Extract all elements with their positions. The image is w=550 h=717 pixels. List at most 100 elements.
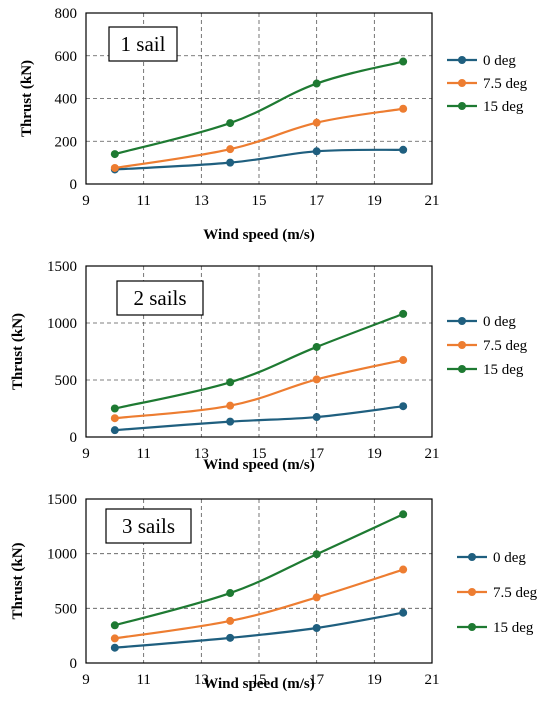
- data-point: [312, 375, 321, 384]
- x-tick-label: 15: [252, 193, 267, 209]
- data-point: [399, 402, 408, 411]
- data-point: [226, 589, 235, 598]
- chart-panel-2: 9 11 13 15 17 19 21 0 500 1000 1500 Wind speed (m/s…: [10, 259, 528, 473]
- panel-label-box: [105, 508, 192, 544]
- legend-label: 15 deg: [493, 620, 534, 636]
- legend-label: 7.5 deg: [493, 585, 538, 601]
- y-tick-label: 500: [55, 601, 78, 617]
- data-point: [226, 417, 235, 426]
- x-tick-label: 17: [309, 446, 325, 462]
- data-point: [399, 565, 408, 574]
- legend-swatch-marker: [468, 588, 476, 596]
- x-axis-title: Wind speed (m/s): [203, 227, 314, 243]
- data-point: [110, 643, 119, 652]
- data-point: [110, 150, 119, 159]
- legend-swatch-marker: [458, 317, 466, 325]
- data-point: [110, 621, 119, 630]
- data-point: [399, 104, 408, 113]
- data-point: [312, 118, 321, 127]
- y-tick-label: 600: [55, 49, 78, 65]
- x-tick-label: 11: [136, 193, 150, 209]
- series-line: [114, 568, 404, 640]
- x-tick-label: 13: [194, 672, 209, 688]
- series-line: [114, 148, 404, 171]
- panel-label-text: 2 sails: [133, 286, 186, 310]
- data-point: [226, 616, 235, 625]
- x-tick-label: 9: [82, 672, 90, 688]
- data-point: [110, 426, 119, 435]
- legend-label: 7.5 deg: [483, 338, 528, 354]
- legend-swatch-marker: [458, 341, 466, 349]
- legend-label: 7.5 deg: [483, 76, 528, 92]
- data-point: [399, 510, 408, 519]
- data-point: [399, 608, 408, 617]
- x-tick-label: 21: [425, 672, 440, 688]
- series-line: [114, 312, 404, 410]
- panel-label-text: 3 sails: [122, 514, 175, 538]
- data-point: [110, 414, 119, 423]
- y-tick-label: 1000: [47, 316, 77, 332]
- data-point: [312, 593, 321, 602]
- x-tick-label: 19: [367, 193, 382, 209]
- y-tick-label: 0: [70, 430, 78, 446]
- y-tick-label: 1500: [47, 259, 77, 275]
- chart-panel-1: 9 11 13 15 17 19 21 0 200 400 600 800 Wind speed (m/…: [19, 6, 528, 243]
- x-tick-label: 17: [309, 193, 325, 209]
- y-tick-label: 0: [70, 656, 78, 672]
- panel-label: 2 sails: [116, 280, 204, 316]
- data-point: [399, 309, 408, 318]
- panel-label: 1 sail: [108, 26, 178, 62]
- legend: 0 deg 7.5 deg 15 deg: [447, 314, 528, 378]
- x-tick-label: 13: [194, 193, 209, 209]
- x-tick-label: 11: [136, 446, 150, 462]
- x-tick-label: 21: [425, 193, 440, 209]
- x-tick-label: 9: [82, 446, 90, 462]
- panel-label-text: 1 sail: [121, 32, 166, 56]
- data-point: [110, 163, 119, 172]
- y-tick-label: 500: [55, 373, 78, 389]
- y-tick-label: 800: [55, 6, 78, 22]
- legend-label: 0 deg: [483, 53, 516, 69]
- x-tick-label: 17: [309, 672, 325, 688]
- data-point: [226, 145, 235, 154]
- y-tick-label: 200: [55, 134, 78, 150]
- data-point: [110, 634, 119, 643]
- x-tick-label: 15: [252, 446, 267, 462]
- legend: 0 deg 7.5 deg 15 deg: [447, 53, 528, 115]
- y-axis-title: Thrust (kN): [10, 313, 26, 390]
- x-tick-label: 19: [367, 672, 382, 688]
- y-tick-label: 0: [70, 177, 78, 193]
- data-point: [226, 158, 235, 167]
- legend-label: 15 deg: [483, 362, 524, 378]
- data-point: [399, 356, 408, 365]
- plot-frame: [85, 12, 433, 185]
- y-axis-title: Thrust (kN): [10, 542, 26, 619]
- legend-swatch-marker: [458, 79, 466, 87]
- data-point: [399, 145, 408, 154]
- data-point: [399, 57, 408, 66]
- y-tick-label: 1500: [47, 492, 77, 508]
- panel-label: 3 sails: [105, 508, 192, 544]
- series-line: [114, 611, 404, 649]
- y-tick-label: 400: [55, 92, 78, 108]
- series-line: [114, 60, 404, 156]
- data-point: [226, 633, 235, 642]
- data-point: [312, 550, 321, 559]
- chart-panel-3: 9 11 13 15 17 19 21 0 500 1000 1500 Wind speed (m/s…: [10, 492, 538, 692]
- series-line: [114, 513, 404, 627]
- legend-label: 0 deg: [493, 550, 526, 566]
- legend: 0 deg 7.5 deg 15 deg: [457, 550, 538, 636]
- y-tick-label: 1000: [47, 547, 77, 563]
- panel-label-box: [116, 280, 204, 316]
- data-point: [312, 342, 321, 351]
- y-axis-title: Thrust (kN): [19, 60, 35, 137]
- x-axis-title: Wind speed (m/s): [203, 457, 314, 473]
- series-line: [114, 107, 404, 170]
- data-point: [312, 147, 321, 156]
- legend-swatch-marker: [468, 623, 476, 631]
- x-tick-label: 13: [194, 446, 209, 462]
- data-point: [312, 79, 321, 88]
- data-point: [226, 378, 235, 387]
